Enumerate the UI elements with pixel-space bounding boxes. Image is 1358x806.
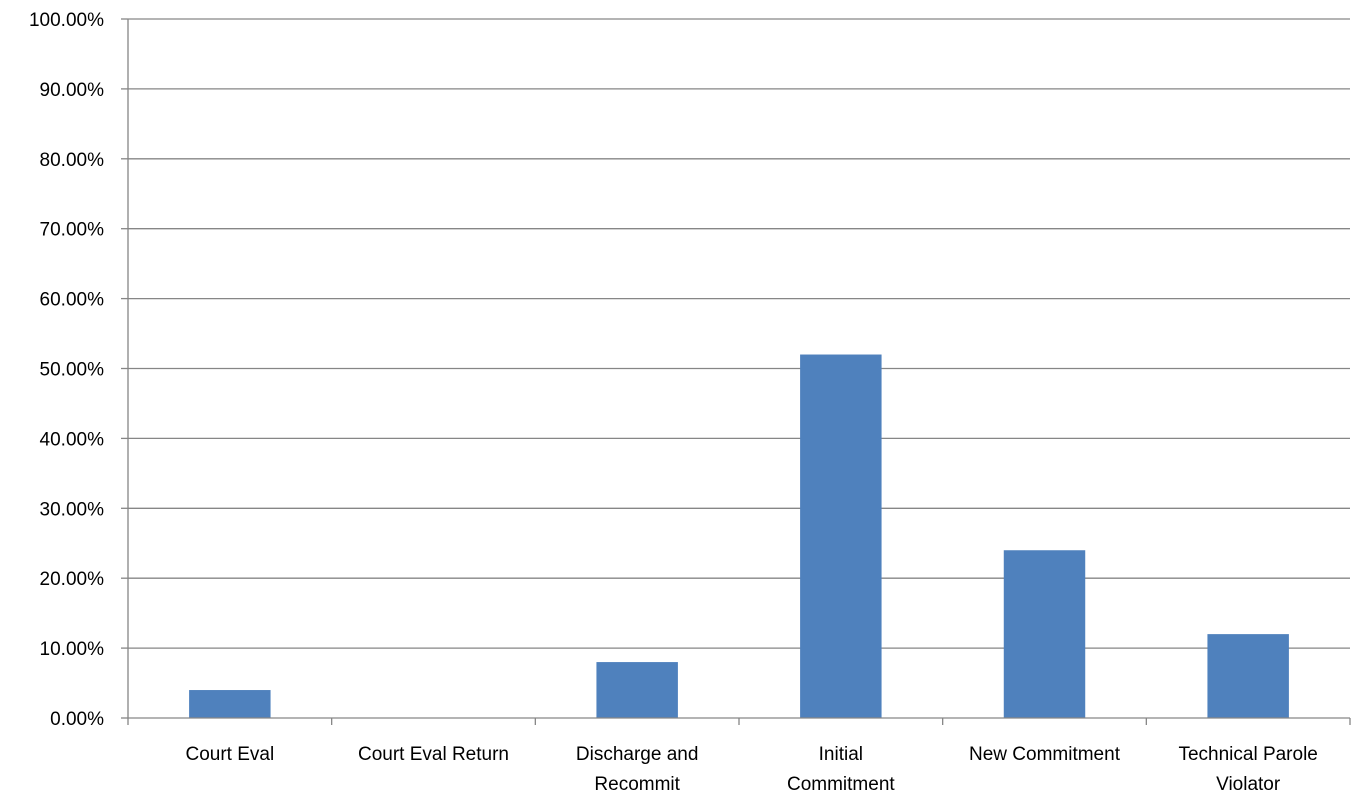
bar [1003, 550, 1086, 718]
y-tick-label: 20.00% [40, 569, 105, 590]
y-tick-label: 40.00% [40, 429, 105, 450]
x-tick-label: Court Eval [185, 744, 274, 765]
y-tick-labels: 0.00% 10.00% 20.00% 30.00% 40.00% 50.00% 60.00… [29, 10, 104, 730]
y-tick-label: 70.00% [40, 220, 105, 241]
bars [189, 354, 1289, 718]
x-tick-label: New Commitment [969, 744, 1121, 765]
x-tick-labels: Court Eval Court Eval Return Discharge and… [185, 744, 1317, 795]
bar [189, 690, 271, 718]
x-tick-label-line: Technical Parole [1178, 744, 1317, 765]
x-tick-label-line: Court Eval [185, 744, 274, 765]
y-tick-label: 80.00% [40, 150, 105, 171]
x-tick-label: Discharge and Recommit [576, 744, 699, 795]
x-tick-label-line: Discharge and [576, 744, 699, 765]
y-tick-label: 90.00% [40, 80, 105, 101]
x-tick-label-line: Violator [1216, 774, 1281, 795]
x-tick-label: Initial Commitment [787, 744, 895, 795]
y-tick-label: 30.00% [40, 499, 105, 520]
x-tick-label-line: Court Eval Return [358, 744, 509, 765]
x-tick-label-line: Initial [819, 744, 863, 765]
bar [596, 662, 678, 718]
x-tick-label-line: Commitment [787, 774, 895, 795]
y-tick-label: 10.00% [40, 639, 105, 660]
bar [800, 354, 882, 718]
y-tick-label: 0.00% [50, 709, 104, 730]
gridlines [128, 18, 1350, 649]
x-tick-label-line: New Commitment [969, 744, 1121, 765]
x-tick-label: Court Eval Return [358, 744, 509, 765]
x-tick-label-line: Recommit [594, 774, 680, 795]
axes [121, 18, 1351, 725]
y-tick-label: 60.00% [40, 290, 105, 311]
y-tick-label: 100.00% [29, 10, 104, 31]
x-tick-label: Technical Parole Violator [1178, 744, 1317, 795]
bar [1207, 634, 1289, 718]
y-tick-label: 50.00% [40, 360, 105, 381]
